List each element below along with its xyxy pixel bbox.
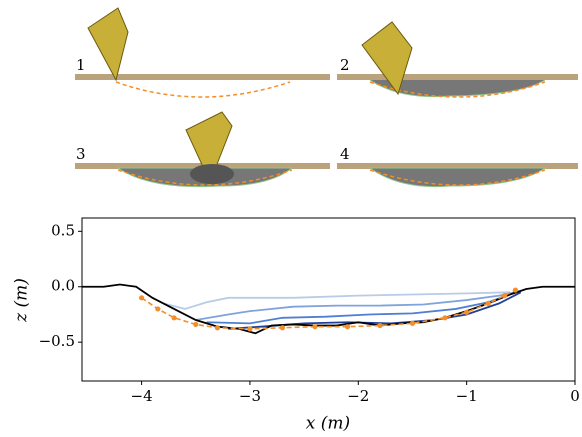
snapshot-panel: 1 <box>75 7 330 98</box>
panel-label: 3 <box>76 145 86 163</box>
point <box>138 295 145 301</box>
point <box>377 322 383 329</box>
point <box>485 300 491 306</box>
y-tick-label: 0.5 <box>51 221 75 239</box>
series-line <box>206 291 516 325</box>
point <box>155 306 161 312</box>
series-line <box>163 291 511 310</box>
point <box>312 324 318 330</box>
panel-label: 1 <box>76 56 86 74</box>
snapshot-panel: 4 <box>337 145 578 188</box>
point <box>409 320 416 326</box>
x-tick-label: −3 <box>239 387 261 405</box>
series-line <box>195 290 522 321</box>
y-tick-label: −0.5 <box>39 332 75 350</box>
point <box>442 315 448 321</box>
x-tick-label: −1 <box>456 387 478 405</box>
panel-label: 2 <box>340 56 350 74</box>
point <box>512 287 519 293</box>
panel-label: 4 <box>340 145 350 163</box>
snapshot-panel: 3 <box>75 111 330 188</box>
plot-frame <box>81 217 576 382</box>
series-line <box>141 289 516 330</box>
x-tick-label: 0 <box>570 387 580 405</box>
point <box>247 326 253 332</box>
point <box>464 309 470 315</box>
point <box>344 324 351 330</box>
point <box>501 293 508 299</box>
point <box>171 315 177 321</box>
x-axis-label: x (m) <box>306 414 350 434</box>
x-tick-label: −4 <box>131 387 153 405</box>
point <box>193 321 199 328</box>
y-axis-label: z (m) <box>12 278 32 323</box>
point <box>214 325 221 331</box>
y-tick-label: 0.0 <box>51 277 75 295</box>
snapshot-panel: 2 <box>337 21 578 98</box>
x-tick-label: −2 <box>347 387 369 405</box>
point <box>279 325 286 331</box>
